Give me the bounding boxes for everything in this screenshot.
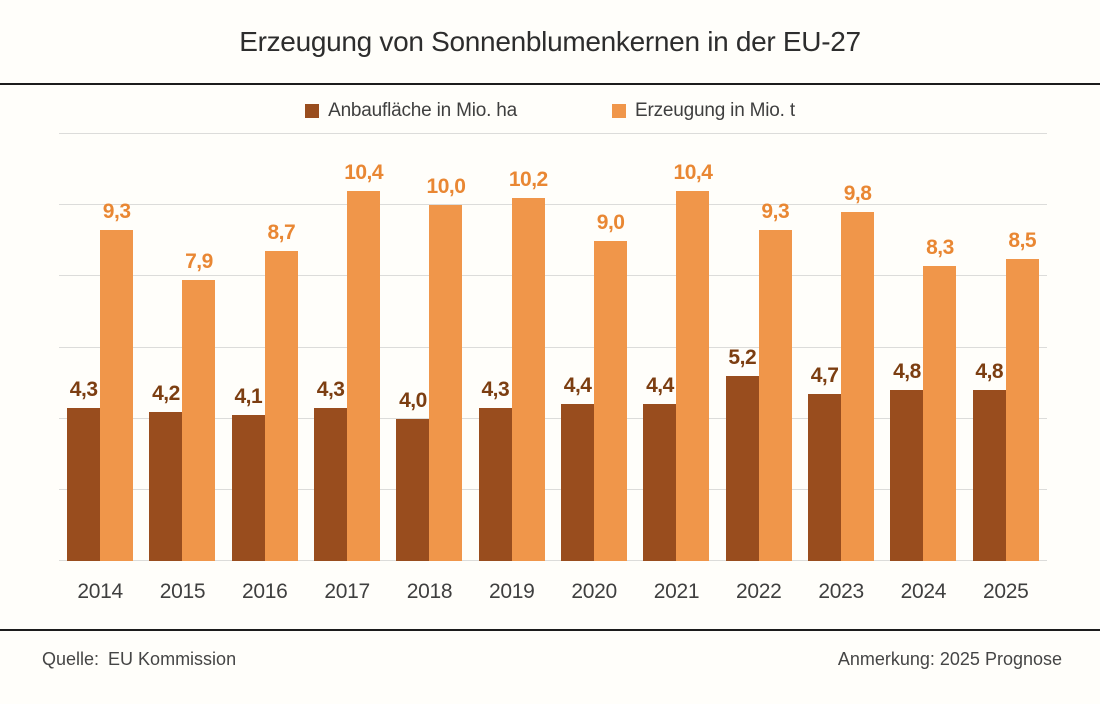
bar-group-2022: 5,2 9,3 bbox=[718, 134, 800, 561]
area-bar-2020: 4,4 bbox=[561, 374, 595, 561]
production-value-label-2023: 9,8 bbox=[843, 182, 872, 206]
x-axis-label-2024: 2024 bbox=[900, 580, 947, 603]
legend-label-area: Anbaufläche in Mio. ha bbox=[328, 100, 517, 121]
bar-group-2019: 4,3 10,2 bbox=[471, 134, 553, 561]
production-value-label-2021: 10,4 bbox=[673, 160, 713, 184]
gridline-y4 bbox=[59, 417, 1047, 419]
production-value-label-2014: 9,3 bbox=[102, 200, 131, 224]
production-value-label-2017: 10,4 bbox=[344, 160, 384, 184]
production-bar-2020: 9,0 bbox=[594, 211, 628, 561]
production-bar-2016: 8,7 bbox=[264, 221, 298, 561]
forecast-note: Anmerkung: 2025 Prognose bbox=[837, 649, 1062, 669]
area-value-label-2022: 5,2 bbox=[728, 345, 757, 369]
production-value-label-2020: 9,0 bbox=[596, 210, 625, 234]
bar-group-2017: 4,3 10,4 bbox=[306, 134, 388, 561]
gridline-y0 bbox=[59, 560, 1047, 561]
bar-group-2023: 4,7 9,8 bbox=[800, 134, 882, 561]
production-bar-2015: 7,9 bbox=[182, 250, 216, 561]
source-label: Quelle: bbox=[42, 649, 100, 669]
area-value-label-2018: 4,0 bbox=[399, 388, 427, 412]
area-bar-2023: 4,7 bbox=[808, 364, 842, 561]
footer-divider bbox=[0, 629, 1100, 631]
area-value-label-2017: 4,3 bbox=[316, 378, 345, 401]
production-value-label-2022: 9,3 bbox=[761, 200, 790, 224]
bar-groups: 4,3 9,3 4,2 7,9 4,1 8,7 4,3 10,4 4,0 10,0 4,3 10,2 4… bbox=[59, 134, 1047, 561]
gridline-y6 bbox=[59, 346, 1047, 348]
gridline-y8 bbox=[59, 275, 1047, 277]
area-bar-2025: 4,8 bbox=[972, 360, 1006, 561]
area-value-label-2023: 4,7 bbox=[810, 363, 839, 387]
x-axis-label-2023: 2023 bbox=[818, 580, 864, 603]
production-value-label-2025: 8,5 bbox=[1008, 228, 1037, 252]
area-value-label-2024: 4,8 bbox=[893, 360, 921, 384]
bar-group-2015: 4,2 7,9 bbox=[141, 134, 223, 561]
legend-item-anbauflaeche: Anbaufläche in Mio. ha bbox=[305, 100, 517, 122]
source-note: Quelle: EU Kommission bbox=[42, 649, 236, 670]
area-value-label-2019: 4,3 bbox=[481, 378, 510, 401]
area-bar-2022: 5,2 bbox=[725, 346, 759, 561]
x-axis-label-2014: 2014 bbox=[77, 580, 123, 603]
x-axis-label-2019: 2019 bbox=[489, 580, 535, 603]
legend-item-erzeugung: Erzeugung in Mio. t bbox=[612, 100, 795, 122]
area-bar-2021: 4,4 bbox=[643, 374, 677, 561]
production-bar-2018: 10,0 bbox=[427, 175, 466, 561]
legend-label-production: Erzeugung in Mio. t bbox=[635, 100, 795, 121]
production-bar-2025: 8,5 bbox=[1005, 229, 1039, 561]
x-axis-label-2025: 2025 bbox=[983, 580, 1029, 603]
gridline-y10 bbox=[59, 204, 1047, 206]
x-axis-label-2021: 2021 bbox=[653, 580, 700, 603]
area-value-label-2020: 4,4 bbox=[563, 374, 592, 398]
production-bar-2024: 8,3 bbox=[923, 236, 957, 561]
x-axis-labels: 2014 2015 2016 2017 2018 2019 2020 2021 2022 2023… bbox=[59, 580, 1047, 604]
area-bar-2015: 4,2 bbox=[149, 382, 183, 561]
area-bar-2019: 4,3 bbox=[478, 378, 512, 561]
area-value-label-2016: 4,1 bbox=[234, 385, 263, 409]
bar-group-2025: 4,8 8,5 bbox=[965, 134, 1047, 561]
page-title: Erzeugung von Sonnenblumenkernen in der … bbox=[239, 25, 861, 57]
x-axis-label-2017: 2017 bbox=[324, 580, 370, 603]
production-bar-2022: 9,3 bbox=[758, 200, 792, 561]
chart-header: Erzeugung von Sonnenblumenkernen in der … bbox=[0, 0, 1100, 85]
production-bar-2021: 10,4 bbox=[674, 161, 713, 561]
gridline-y2 bbox=[59, 488, 1047, 490]
production-bar-2019: 10,2 bbox=[509, 168, 548, 561]
legend: Anbaufläche in Mio. ha Erzeugung in Mio.… bbox=[0, 97, 1100, 125]
area-value-label-2015: 4,2 bbox=[152, 381, 180, 405]
area-bar-2016: 4,1 bbox=[231, 385, 265, 561]
x-axis-label-2020: 2020 bbox=[571, 580, 617, 603]
gridline-y12 bbox=[59, 133, 1047, 134]
area-bar-2018: 4,0 bbox=[396, 389, 430, 561]
area-bar-2017: 4,3 bbox=[314, 378, 348, 561]
production-series-swatch-icon bbox=[612, 104, 626, 118]
production-value-label-2016: 8,7 bbox=[267, 221, 296, 245]
x-axis-label-2015: 2015 bbox=[159, 580, 206, 603]
bar-group-2024: 4,8 8,3 bbox=[882, 134, 964, 561]
bar-group-2020: 4,4 9,0 bbox=[553, 134, 635, 561]
area-value-label-2021: 4,4 bbox=[646, 374, 674, 398]
gridlines bbox=[59, 133, 1047, 561]
bar-group-2014: 4,3 9,3 bbox=[59, 134, 141, 561]
area-series-swatch-icon bbox=[305, 104, 320, 118]
production-bar-2023: 9,8 bbox=[841, 182, 875, 561]
x-axis-label-2018: 2018 bbox=[406, 580, 453, 603]
production-value-label-2015: 7,9 bbox=[185, 249, 213, 273]
area-bar-2024: 4,8 bbox=[890, 360, 924, 561]
production-value-label-2019: 10,2 bbox=[508, 168, 548, 192]
production-bar-2014: 9,3 bbox=[100, 200, 134, 561]
bar-group-2016: 4,1 8,7 bbox=[224, 134, 306, 561]
area-bar-2014: 4,3 bbox=[67, 378, 101, 561]
x-axis-label-2022: 2022 bbox=[736, 580, 782, 603]
production-value-label-2018: 10,0 bbox=[426, 175, 466, 199]
area-value-label-2014: 4,3 bbox=[69, 378, 98, 401]
production-value-label-2024: 8,3 bbox=[926, 235, 954, 259]
production-bar-2017: 10,4 bbox=[344, 161, 384, 561]
bar-group-2018: 4,0 10,0 bbox=[388, 134, 470, 561]
x-axis-label-2016: 2016 bbox=[242, 580, 288, 603]
bar-group-2021: 4,4 10,4 bbox=[635, 134, 717, 561]
bar-chart-plot-area: 4,3 9,3 4,2 7,9 4,1 8,7 4,3 10,4 4,0 10,0 4,3 10,2 4… bbox=[59, 133, 1047, 561]
source-value: EU Kommission bbox=[108, 649, 237, 669]
area-value-label-2025: 4,8 bbox=[975, 360, 1004, 384]
